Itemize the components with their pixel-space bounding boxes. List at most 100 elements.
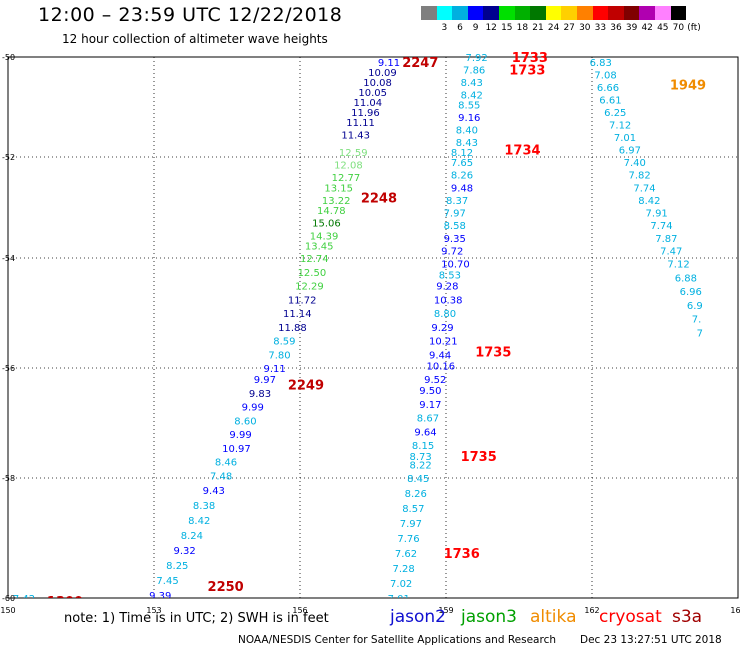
legend-swatch bbox=[577, 6, 593, 20]
pass-time-label: 1733 bbox=[509, 64, 545, 79]
swh-value-cryosat: 8.43 bbox=[456, 138, 478, 149]
swh-value-cryosat: 10.16 bbox=[427, 361, 456, 372]
legend-label: 12 bbox=[485, 23, 497, 33]
swh-value-cryosat: 8.80 bbox=[434, 309, 456, 320]
longitude-tick-label: 153 bbox=[146, 606, 161, 615]
swh-value-cryosat: 8.67 bbox=[417, 414, 439, 425]
pass-time-label: 1949 bbox=[670, 79, 706, 94]
swh-value-cryosat: 9.48 bbox=[451, 183, 473, 194]
swh-value-cryosat: 8.58 bbox=[444, 221, 466, 232]
legend-label: 21 bbox=[532, 23, 544, 33]
longitude-tick-label: 159 bbox=[438, 606, 453, 615]
credit-line: NOAA/NESDIS Center for Satellite Applica… bbox=[238, 634, 556, 646]
legend-swatch bbox=[545, 6, 562, 20]
track-layer: 9.1110.0910.0810.0511.0411.9611.1111.431… bbox=[13, 51, 706, 610]
swh-value-jason2: 7.80 bbox=[268, 350, 290, 361]
swh-value-jason2: 10.08 bbox=[363, 78, 392, 89]
swh-value-jason2: 13.45 bbox=[305, 241, 334, 252]
swh-value-jason2: 11.72 bbox=[288, 295, 317, 306]
map-title: 12:00 – 23:59 UTC 12/22/2018 bbox=[38, 4, 343, 26]
latitude-tick-label: -52 bbox=[2, 153, 15, 162]
legend-swatch bbox=[467, 6, 484, 20]
swh-value-jason2: 9.11 bbox=[378, 58, 400, 69]
legend-swatch bbox=[514, 6, 531, 20]
legend-label: 42 bbox=[641, 23, 653, 33]
swh-value-jason2: 9.99 bbox=[229, 430, 251, 441]
swh-value-altika: 7.91 bbox=[646, 209, 668, 220]
footer-note: note: 1) Time is in UTC; 2) SWH is in fe… bbox=[64, 611, 329, 626]
latitude-tick-label: -56 bbox=[2, 364, 15, 373]
longitude-tick-label: 156 bbox=[292, 606, 307, 615]
swh-value-cryosat: 7.92 bbox=[465, 53, 487, 64]
legend-label: 39 bbox=[625, 23, 638, 33]
satellite-label-s3a: s3a bbox=[672, 607, 703, 627]
swh-value-cryosat: 7.28 bbox=[392, 564, 414, 575]
legend-swatch bbox=[436, 6, 453, 20]
legend-swatch bbox=[530, 6, 546, 20]
swh-value-jason2: 8.46 bbox=[215, 458, 237, 469]
swh-value-jason2: 13.22 bbox=[322, 196, 351, 207]
swh-value-jason2: 9.39 bbox=[149, 591, 171, 602]
swh-value-jason2: 11.43 bbox=[341, 131, 370, 142]
legend-label: 3 bbox=[441, 23, 448, 33]
swh-value-altika: 7.08 bbox=[594, 71, 616, 82]
swh-value-cryosat: 9.16 bbox=[458, 113, 480, 124]
legend-swatch bbox=[623, 6, 640, 20]
swh-value-cryosat: 9.28 bbox=[436, 282, 458, 293]
swh-value-altika: 7.82 bbox=[629, 171, 651, 182]
swh-value-cryosat: 8.53 bbox=[439, 271, 461, 282]
swh-value-cryosat: 9.52 bbox=[424, 375, 446, 386]
legend-label: 15 bbox=[501, 23, 513, 33]
swh-value-altika: 6.96 bbox=[680, 287, 702, 298]
legend-swatch bbox=[483, 6, 499, 20]
swh-value-altika: 7 bbox=[697, 328, 703, 339]
legend-swatch bbox=[592, 6, 609, 20]
legend-swatch bbox=[655, 6, 671, 20]
swh-value-cryosat: 8.45 bbox=[407, 474, 429, 485]
swh-value-cryosat: 8.43 bbox=[461, 78, 483, 89]
satellite-label-jason2: jason2 bbox=[390, 607, 446, 627]
swh-value-cryosat: 8.12 bbox=[451, 148, 473, 159]
swh-value-jason2: 12.29 bbox=[295, 282, 324, 293]
legend-label: 45 bbox=[657, 23, 669, 33]
legend-label: 6 bbox=[457, 23, 463, 33]
generated-timestamp: Dec 23 13:27:51 UTC 2018 bbox=[580, 634, 722, 646]
swh-value-cryosat: 7.97 bbox=[444, 209, 466, 220]
swh-value-cryosat: 8.42 bbox=[461, 91, 483, 102]
legend-label: 24 bbox=[547, 23, 560, 33]
pass-time-label: 1734 bbox=[504, 144, 540, 159]
swh-value-jason2: 8.24 bbox=[181, 531, 203, 542]
pass-time-label: 1300 bbox=[47, 595, 83, 610]
swh-value-jason2: 13.15 bbox=[324, 183, 353, 194]
swh-value-altika: 6.83 bbox=[590, 58, 612, 69]
legend-label: 70 bbox=[672, 23, 685, 33]
swh-value-cryosat: 7.62 bbox=[395, 549, 417, 560]
latitude-tick-label: -50 bbox=[2, 53, 15, 62]
swh-value-cryosat: 8.40 bbox=[456, 126, 478, 137]
swh-value-cryosat: 9.17 bbox=[419, 400, 441, 411]
swh-value-jason2: 11.88 bbox=[278, 323, 307, 334]
legend-label: 30 bbox=[579, 23, 591, 33]
swh-value-cryosat: 7.76 bbox=[397, 534, 419, 545]
swh-value-cryosat: 7.02 bbox=[390, 579, 412, 590]
swh-value-cryosat: 8.26 bbox=[405, 489, 427, 500]
satellite-label-altika: altika bbox=[530, 607, 577, 627]
longitude-tick-label: 150 bbox=[0, 606, 15, 615]
swh-value-cryosat: 10.21 bbox=[429, 337, 458, 348]
swh-value-altika: 7. bbox=[692, 315, 702, 326]
swh-value-jason2: 8.59 bbox=[273, 337, 295, 348]
swh-value-jason2: 8.42 bbox=[188, 516, 210, 527]
swh-value-jason2: 12.74 bbox=[300, 254, 329, 265]
swh-value-jason2: 11.14 bbox=[283, 309, 312, 320]
swh-value-altika: 8.42 bbox=[638, 196, 660, 207]
swh-value-jason2: 10.09 bbox=[368, 68, 397, 79]
pass-time-label: 1736 bbox=[444, 547, 480, 562]
swh-value-jason2: 9.97 bbox=[254, 375, 276, 386]
latitude-tick-label: -54 bbox=[2, 254, 15, 263]
swh-value-jason2: 9.99 bbox=[242, 403, 264, 414]
swh-value-cryosat: 8.57 bbox=[402, 504, 424, 515]
swh-value-jason2: 7.45 bbox=[156, 576, 178, 587]
longitude-tick-label: 162 bbox=[584, 606, 599, 615]
swh-value-cryosat: 8.15 bbox=[412, 441, 434, 452]
